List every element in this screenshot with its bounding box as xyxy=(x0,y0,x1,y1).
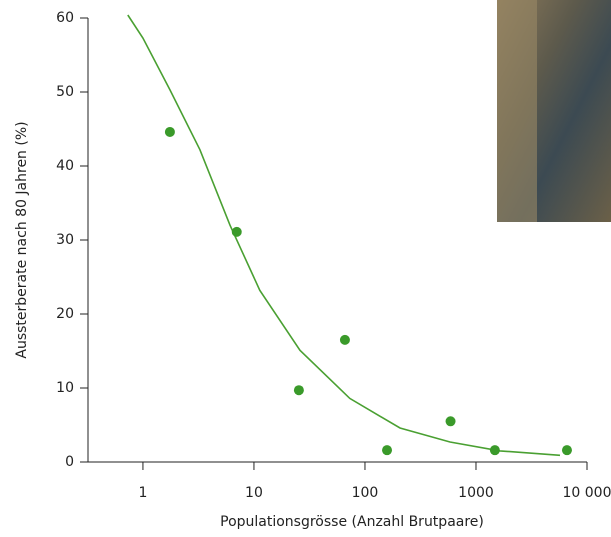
y-tick-label: 40 xyxy=(56,158,74,174)
data-point xyxy=(490,445,500,455)
photo-rock xyxy=(497,0,537,222)
data-point xyxy=(165,127,175,137)
data-point xyxy=(382,445,392,455)
x-tick-label: 10 000 xyxy=(563,485,611,501)
data-point xyxy=(562,445,572,455)
y-tick-label: 10 xyxy=(56,380,74,396)
x-tick-label: 1000 xyxy=(458,485,494,501)
y-tick-label: 20 xyxy=(56,306,74,322)
x-tick-label: 100 xyxy=(352,485,379,501)
fit-curve xyxy=(128,15,560,455)
x-axis-label: Populationsgrösse (Anzahl Brutpaare) xyxy=(220,514,484,530)
x-tick-label: 1 xyxy=(138,485,147,501)
x-tick-label: 10 xyxy=(245,485,263,501)
y-axis-label: Aussterberate nach 80 Jahren (%) xyxy=(14,121,30,358)
data-point xyxy=(294,385,304,395)
y-tick-label: 30 xyxy=(56,232,74,248)
data-point xyxy=(446,416,456,426)
data-point xyxy=(340,335,350,345)
y-tick-label: 0 xyxy=(65,454,74,470)
y-tick-label: 50 xyxy=(56,84,74,100)
y-tick-label: 60 xyxy=(56,10,74,26)
data-point xyxy=(232,227,242,237)
